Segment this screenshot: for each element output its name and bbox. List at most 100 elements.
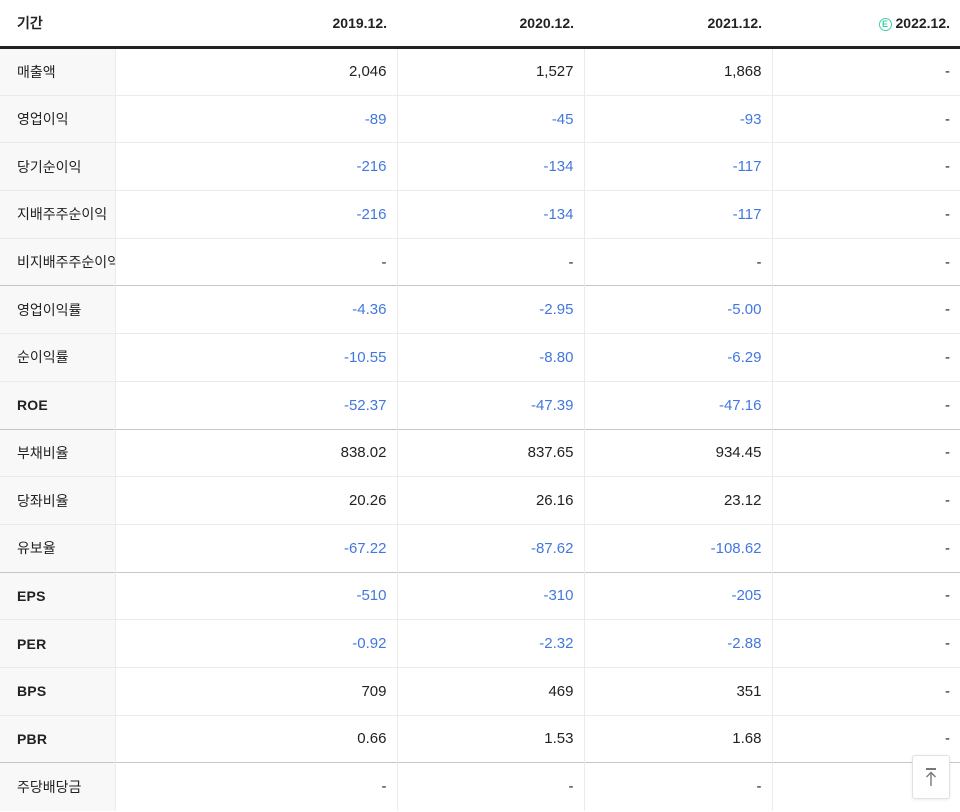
table-row: PBR 0.66 1.53 1.68 -	[0, 714, 960, 763]
row-label: 유보율	[0, 523, 115, 573]
header-period: 기간	[0, 0, 115, 49]
scroll-to-top-button[interactable]	[912, 755, 950, 799]
cell-value: -	[771, 714, 960, 763]
table-row: 당좌비율 20.26 26.16 23.12 -	[0, 476, 960, 525]
cell-value: 1,527	[396, 47, 584, 96]
cell-value: -310	[396, 571, 584, 620]
cell-value: -67.22	[114, 523, 397, 573]
cell-value: -52.37	[114, 380, 397, 429]
cell-value: -216	[114, 190, 397, 239]
row-label: EPS	[0, 571, 115, 620]
row-label: 주당배당금	[0, 762, 115, 811]
table-row: 비지배주주순이익 - - - -	[0, 237, 960, 286]
row-label: 당좌비율	[0, 476, 115, 525]
cell-value: 23.12	[583, 476, 772, 525]
cell-value: 351	[583, 666, 772, 716]
cell-value: -2.95	[396, 285, 584, 334]
cell-value: -45	[396, 94, 584, 143]
table-row: 순이익률 -10.55 -8.80 -6.29 -	[0, 333, 960, 382]
cell-value: 1.53	[396, 714, 584, 763]
cell-value: 0.66	[114, 714, 397, 763]
cell-value: -87.62	[396, 523, 584, 573]
estimate-icon: E	[878, 18, 892, 31]
cell-value: 2,046	[114, 47, 397, 96]
table-row: 유보율 -67.22 -87.62 -108.62 -	[0, 523, 960, 573]
arrow-to-top-icon	[926, 768, 936, 786]
cell-value: -	[396, 762, 584, 811]
header-2019-12: 2019.12.	[115, 0, 397, 49]
cell-value: -	[771, 428, 960, 477]
cell-value: -	[771, 666, 960, 716]
cell-value: -	[771, 285, 960, 334]
cell-value: -134	[396, 142, 584, 191]
header-2021-12: 2021.12.	[584, 0, 772, 49]
table-row: 주당배당금 - - - -	[0, 762, 960, 811]
cell-value: -6.29	[583, 333, 772, 382]
table-row: 매출액 2,046 1,527 1,868 -	[0, 47, 960, 96]
cell-value: -117	[583, 190, 772, 239]
cell-value: 709	[114, 666, 397, 716]
cell-value: -	[771, 523, 960, 573]
header-row: 기간 2019.12. 2020.12. 2021.12. E 2022.12.	[0, 0, 960, 49]
cell-value: 26.16	[396, 476, 584, 525]
cell-value: 837.65	[396, 428, 584, 477]
row-label: 영업이익	[0, 94, 115, 143]
table-row: 부채비율 838.02 837.65 934.45 -	[0, 428, 960, 477]
cell-value: 838.02	[114, 428, 397, 477]
cell-value: 934.45	[583, 428, 772, 477]
row-label: 부채비율	[0, 428, 115, 477]
cell-value: -	[771, 94, 960, 143]
row-label: 순이익률	[0, 333, 115, 382]
header-year-label: 2021.12.	[707, 15, 763, 31]
cell-value: 20.26	[114, 476, 397, 525]
cell-value: -93	[583, 94, 772, 143]
table-row: ROE -52.37 -47.39 -47.16 -	[0, 380, 960, 429]
header-2020-12: 2020.12.	[397, 0, 584, 49]
cell-value: -	[771, 571, 960, 620]
cell-value: -8.80	[396, 333, 584, 382]
cell-value: -2.32	[396, 619, 584, 668]
row-label: BPS	[0, 666, 115, 716]
cell-value: -	[583, 762, 772, 811]
cell-value: -	[396, 237, 584, 286]
cell-value: -216	[114, 142, 397, 191]
header-year-label: 2019.12.	[332, 15, 388, 31]
cell-value: -	[771, 476, 960, 525]
row-label: 비지배주주순이익	[0, 237, 115, 286]
table-row: 영업이익 -89 -45 -93 -	[0, 94, 960, 143]
header-year-label: 2022.12.	[895, 15, 951, 31]
cell-value: -	[771, 47, 960, 96]
cell-value: 469	[396, 666, 584, 716]
cell-value: -4.36	[114, 285, 397, 334]
cell-value: -47.16	[583, 380, 772, 429]
table-row: BPS 709 469 351 -	[0, 666, 960, 716]
cell-value: -	[771, 190, 960, 239]
row-label: 영업이익률	[0, 285, 115, 334]
cell-value: -108.62	[583, 523, 772, 573]
cell-value: -117	[583, 142, 772, 191]
row-label: PBR	[0, 714, 115, 763]
cell-value: -	[583, 237, 772, 286]
cell-value: -134	[396, 190, 584, 239]
cell-value: -2.88	[583, 619, 772, 668]
table-row: 지배주주순이익 -216 -134 -117 -	[0, 190, 960, 239]
row-label: ROE	[0, 380, 115, 429]
cell-value: -89	[114, 94, 397, 143]
cell-value: -	[114, 237, 397, 286]
cell-value: -	[771, 380, 960, 429]
cell-value: -	[771, 237, 960, 286]
cell-value: -10.55	[114, 333, 397, 382]
row-label: 매출액	[0, 47, 115, 96]
cell-value: -205	[583, 571, 772, 620]
row-label: 당기순이익	[0, 142, 115, 191]
header-year-label: 2020.12.	[519, 15, 575, 31]
cell-value: 1,868	[583, 47, 772, 96]
cell-value: -	[771, 142, 960, 191]
header-2022-12-estimate: E 2022.12.	[772, 0, 960, 49]
row-label: PER	[0, 619, 115, 668]
cell-value: -	[114, 762, 397, 811]
table-row: 당기순이익 -216 -134 -117 -	[0, 142, 960, 191]
table-row: EPS -510 -310 -205 -	[0, 571, 960, 620]
cell-value: -0.92	[114, 619, 397, 668]
